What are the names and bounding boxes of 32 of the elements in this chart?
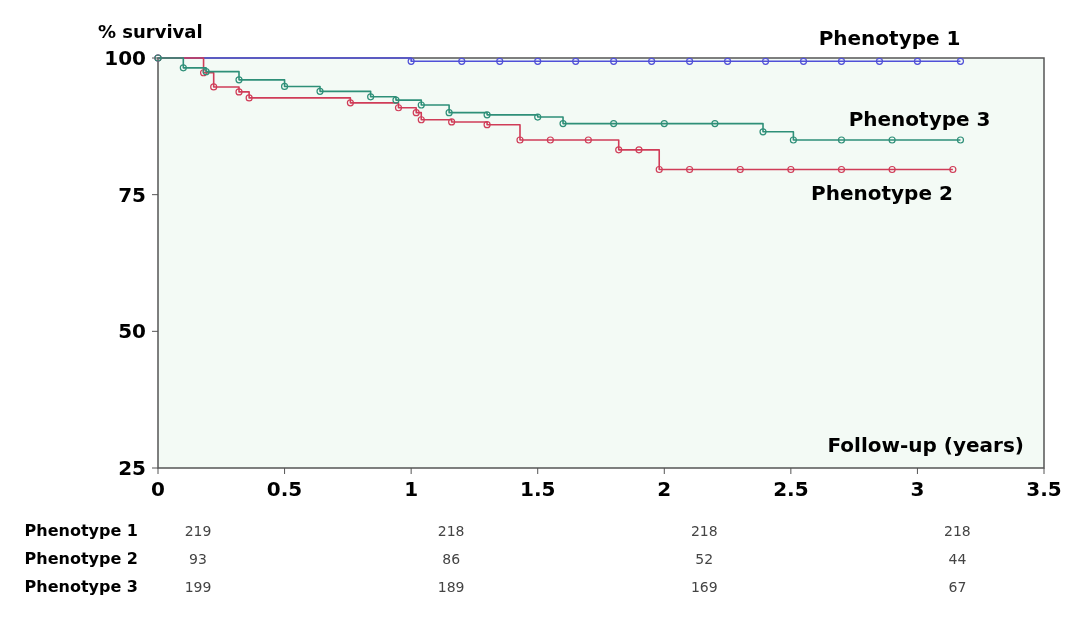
y-tick-label: 100	[104, 46, 146, 70]
y-tick-label: 50	[118, 319, 146, 344]
text: 86	[442, 551, 461, 567]
x-tick-label: 1.5	[520, 477, 556, 501]
x-tick-label: 0.5	[266, 477, 303, 501]
x-tick-label: 2	[657, 477, 672, 501]
x-tick-label: 1	[404, 477, 419, 501]
x-tick-label: 2.5	[773, 477, 809, 501]
text: 52	[695, 551, 714, 567]
x-tick-label: 3	[910, 477, 925, 501]
text: Phenotype 3	[24, 577, 138, 596]
y-tick-label: 75	[118, 182, 146, 207]
x-axis-title: Follow-up (years)	[827, 433, 1024, 457]
series-label: Phenotype 3	[848, 107, 991, 131]
text: 67	[948, 579, 967, 595]
text: 44	[948, 551, 967, 567]
series-label: Phenotype 1	[818, 26, 961, 51]
text: Phenotype 1	[24, 521, 138, 540]
y-axis-title: % survival	[98, 21, 203, 42]
text: 199	[184, 579, 212, 595]
text: 93	[189, 551, 207, 567]
text: 169	[690, 579, 718, 595]
series-label: Phenotype 2	[811, 180, 953, 205]
text: Phenotype 2	[24, 549, 138, 568]
text: 189	[437, 579, 465, 595]
text: 219	[184, 523, 212, 539]
x-tick-label: 3.5	[1026, 477, 1062, 501]
x-tick-label: 0	[151, 477, 165, 501]
text: 218	[690, 523, 718, 539]
text: 218	[944, 523, 971, 539]
y-tick-label: 25	[118, 456, 146, 480]
text: 218	[437, 523, 465, 539]
